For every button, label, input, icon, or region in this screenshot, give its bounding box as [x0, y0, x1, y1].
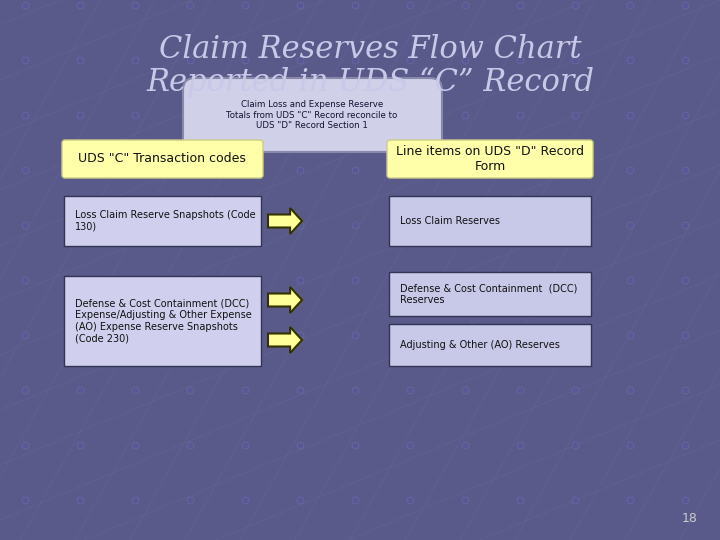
FancyBboxPatch shape [62, 140, 263, 178]
FancyBboxPatch shape [64, 196, 261, 246]
Text: Line items on UDS "D" Record
Form: Line items on UDS "D" Record Form [396, 145, 584, 173]
Text: Defense & Cost Containment (DCC)
Expense/Adjusting & Other Expense
(AO) Expense : Defense & Cost Containment (DCC) Expense… [75, 299, 252, 343]
Text: Loss Claim Reserve Snapshots (Code
130): Loss Claim Reserve Snapshots (Code 130) [75, 210, 256, 232]
FancyBboxPatch shape [387, 140, 593, 178]
Text: Adjusting & Other (AO) Reserves: Adjusting & Other (AO) Reserves [400, 340, 560, 350]
FancyBboxPatch shape [183, 78, 442, 152]
Text: Reported in UDS “C” Record: Reported in UDS “C” Record [146, 66, 594, 98]
Text: UDS "C" Transaction codes: UDS "C" Transaction codes [78, 152, 246, 165]
Text: Defense & Cost Containment  (DCC)
Reserves: Defense & Cost Containment (DCC) Reserve… [400, 283, 577, 305]
Polygon shape [268, 287, 302, 313]
Polygon shape [268, 327, 302, 353]
Text: Loss Claim Reserves: Loss Claim Reserves [400, 216, 500, 226]
Polygon shape [268, 208, 302, 234]
FancyBboxPatch shape [389, 196, 591, 246]
FancyBboxPatch shape [389, 324, 591, 366]
Text: Claim Loss and Expense Reserve
Totals from UDS "C" Record reconcile to
UDS "D" R: Claim Loss and Expense Reserve Totals fr… [226, 100, 397, 130]
Text: Claim Reserves Flow Chart: Claim Reserves Flow Chart [158, 35, 581, 65]
FancyBboxPatch shape [64, 276, 261, 366]
Text: 18: 18 [682, 511, 698, 524]
FancyBboxPatch shape [389, 272, 591, 316]
